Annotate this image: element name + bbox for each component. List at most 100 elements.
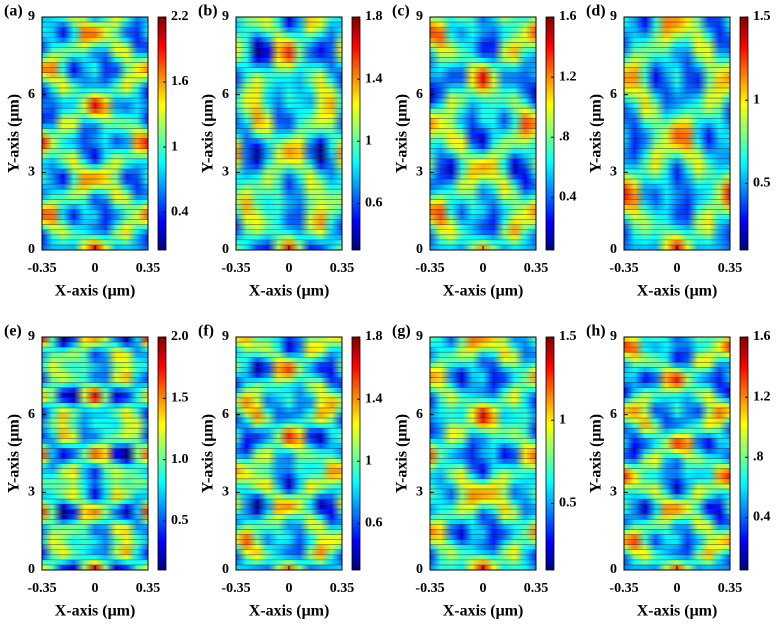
x-axis-label: X-axis (μm) [443,603,524,620]
field-stripe [430,529,536,535]
panel-label: (f) [198,323,214,340]
field-stripe [430,47,536,53]
field-stripe [42,453,148,459]
y-axis-label: Y-axis (μm) [588,414,605,493]
field-stripe [430,397,536,403]
field-stripe [624,42,730,48]
field-stripe [236,499,342,505]
field-stripe [430,32,536,38]
field-stripe [624,433,730,439]
colorbar-tick-label: 0.6 [365,516,383,531]
colorbar-tick-label: 1 [365,453,372,468]
field-stripe [236,163,342,169]
field-stripe [236,418,342,424]
x-tick-label: 0 [286,261,293,276]
x-tick-label: 0.35 [524,261,549,276]
field-stripe [236,174,342,180]
field-stripe [42,468,148,474]
field-stripe [236,22,342,28]
field-stripe [624,32,730,38]
field-stripe [430,108,536,114]
colorbar-tick-label: 1.6 [753,329,771,344]
colorbar-tick-label: 0.4 [559,190,577,205]
field-stripe [430,478,536,484]
field-stripe [430,337,536,343]
field-stripe [430,214,536,220]
colorbar-tick-label: 1.4 [365,71,383,86]
colorbar-tick-label: 1.2 [559,69,577,84]
x-tick-label: 0.35 [330,581,355,596]
field-stripe [430,22,536,28]
field-stripe [624,37,730,43]
field-stripe [624,87,730,93]
field-stripe [430,362,536,368]
field-stripe [42,199,148,205]
field-stripe [236,27,342,33]
y-tick-label: 9 [610,329,617,344]
field-stripe [624,418,730,424]
field-stripe [42,418,148,424]
panel: (e) -0.35 0 0.35 0 3 6 9 X-axis (μm) Y-axis (μm) 0… [4,323,189,620]
field-stripe [430,158,536,164]
field-stripe [430,509,536,515]
colorbar-tick-label: 2.0 [171,329,189,344]
field-stripe [624,514,730,520]
field-stripe [42,234,148,240]
field-stripe [42,529,148,535]
field-stripe [236,77,342,83]
field-stripe [624,412,730,419]
field-stripe [624,214,730,220]
field-stripe [236,412,342,419]
field-stripe [430,113,536,119]
field-stripe [430,443,536,449]
colorbar-tick-label: 1.6 [171,74,189,89]
field-stripe [430,407,536,413]
field-stripe [236,224,342,230]
y-tick-label: 6 [610,87,617,102]
colorbar-tick-label: 1 [559,412,566,427]
panel-label: (c) [392,3,410,20]
field-stripe [624,402,730,408]
field-stripe [236,189,342,195]
field-stripe [236,478,342,484]
colorbar-tick-label: 0.6 [365,196,383,211]
field-stripe [42,392,148,398]
panel-label: (d) [586,3,606,20]
field-stripe [236,158,342,164]
field-stripe [624,138,730,144]
field-stripe [624,362,730,368]
field-stripe [624,184,730,190]
field-stripe [42,544,148,550]
field-stripe [430,17,536,23]
field-stripe [624,189,730,195]
field-stripe [624,72,730,78]
y-tick-label: 3 [416,165,423,180]
field-stripe [624,478,730,484]
field-stripe [236,473,342,479]
field-stripe [236,103,342,109]
field-stripe [624,143,730,149]
field-stripe [624,153,730,159]
field-stripe [42,362,148,368]
field-stripe [430,123,536,129]
field-stripe [624,372,730,378]
field-stripe [42,428,148,434]
x-tick-label: 0.35 [330,261,355,276]
field-stripe [430,209,536,215]
field-stripe [624,168,730,175]
field-stripe [430,382,536,388]
field-stripe [624,529,730,535]
field-stripe [430,179,536,185]
field-stripe [42,504,148,510]
field-stripe [430,377,536,383]
field-stripe [430,204,536,210]
field-stripe [42,42,148,48]
field-stripe [42,524,148,530]
panel: (b) -0.35 0 0.35 0 3 6 9 X-axis (μm) Y-axis (μm) 0… [198,3,383,300]
field-stripe [430,372,536,378]
field-stripe [624,194,730,200]
field-stripe [624,113,730,119]
colorbar-tick-label: 1.6 [559,9,577,24]
field-stripe [42,458,148,464]
y-tick-label: 6 [222,87,229,102]
